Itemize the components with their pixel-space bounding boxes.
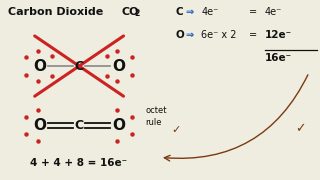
- Text: C: C: [75, 119, 84, 132]
- Text: O: O: [33, 118, 46, 133]
- Text: C: C: [176, 7, 183, 17]
- Text: O: O: [33, 58, 46, 74]
- Text: ⇒: ⇒: [185, 7, 194, 17]
- Text: ⇒: ⇒: [185, 30, 194, 40]
- Text: 16e⁻: 16e⁻: [265, 53, 292, 63]
- Text: =: =: [249, 7, 257, 17]
- Text: O: O: [176, 30, 185, 40]
- Text: 4e⁻: 4e⁻: [201, 7, 219, 17]
- Text: 12e⁻: 12e⁻: [265, 30, 292, 40]
- Text: 4 + 4 + 8 = 16e⁻: 4 + 4 + 8 = 16e⁻: [30, 158, 127, 168]
- Text: 2: 2: [135, 9, 140, 18]
- Text: ✓: ✓: [295, 122, 305, 135]
- Text: 6e⁻ x 2: 6e⁻ x 2: [201, 30, 237, 40]
- Text: Carbon Dioxide: Carbon Dioxide: [8, 7, 103, 17]
- Text: CO: CO: [122, 7, 140, 17]
- Text: 4e⁻: 4e⁻: [265, 7, 282, 17]
- Text: =: =: [249, 30, 257, 40]
- Text: O: O: [112, 118, 125, 133]
- Text: rule: rule: [146, 118, 162, 127]
- Text: C: C: [75, 60, 84, 73]
- Text: O: O: [112, 58, 125, 74]
- Text: ✓: ✓: [171, 125, 180, 135]
- Text: octet: octet: [146, 106, 167, 115]
